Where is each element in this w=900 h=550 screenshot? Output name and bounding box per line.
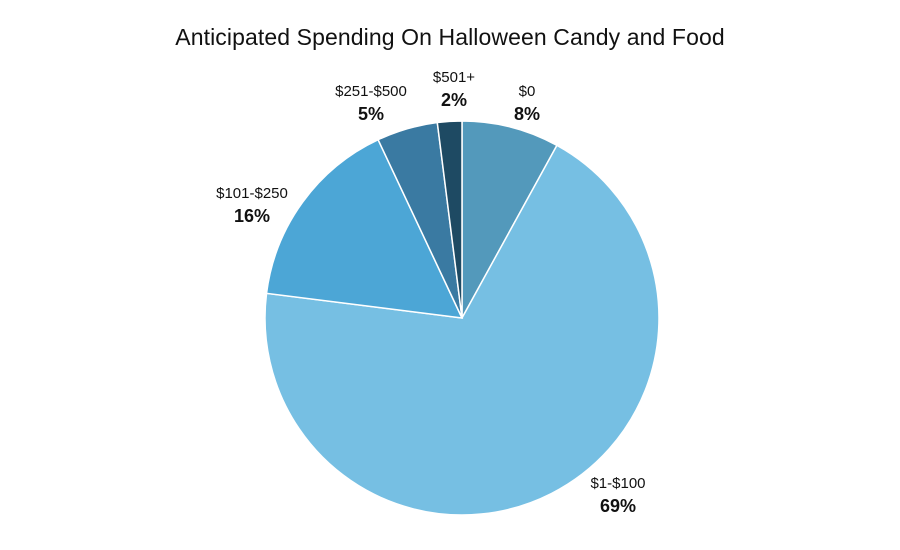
pie-slice-2 (265, 138, 464, 319)
slice-category-label: $101-$250 (216, 185, 288, 202)
slice-percent-label: 16% (234, 206, 270, 226)
slice-category-label: $251-$500 (335, 83, 407, 100)
slice-percent-label: 69% (600, 496, 636, 516)
pie-labels: $0 8% $1-$100 69% $101-$250 16% $251-$500 5% $50… (216, 69, 645, 516)
slice-percent-label: 8% (514, 104, 540, 124)
pie-slice-1 (264, 144, 660, 516)
slice-category-label: $501+ (433, 69, 475, 86)
slice-percent-label: 5% (358, 104, 384, 124)
pie-slice-4 (436, 120, 463, 319)
chart-title: Anticipated Spending On Halloween Candy … (175, 24, 725, 50)
pie-slices (264, 120, 660, 516)
slice-percent-label: 2% (441, 90, 467, 110)
pie-slice-0 (461, 120, 558, 319)
slice-category-label: $1-$100 (590, 475, 645, 492)
slice-category-label: $0 (519, 83, 536, 100)
